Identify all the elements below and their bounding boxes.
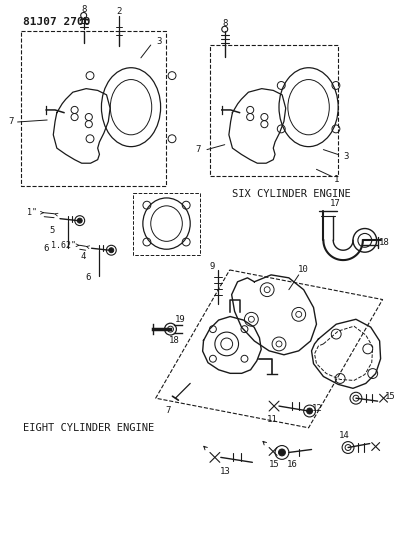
Text: 9: 9	[209, 262, 215, 271]
Text: 1.62": 1.62"	[51, 241, 76, 250]
Text: 12: 12	[312, 403, 323, 413]
Text: 11: 11	[267, 415, 277, 424]
Circle shape	[307, 408, 312, 414]
Text: 8: 8	[222, 19, 227, 28]
Text: 7: 7	[195, 145, 201, 154]
Circle shape	[77, 218, 82, 223]
Text: 2: 2	[116, 7, 122, 16]
Text: 13: 13	[219, 467, 230, 475]
Text: 18: 18	[169, 336, 180, 345]
Text: 15: 15	[269, 460, 279, 469]
Text: 1: 1	[333, 175, 339, 184]
Circle shape	[279, 449, 285, 456]
Text: 14: 14	[339, 431, 349, 440]
Text: 81J07 2700: 81J07 2700	[23, 18, 90, 27]
Text: 3: 3	[343, 152, 349, 161]
Text: 18: 18	[379, 238, 390, 247]
Text: 16: 16	[286, 460, 297, 469]
Text: 10: 10	[298, 265, 309, 274]
Text: 17: 17	[330, 199, 341, 208]
Text: 15: 15	[385, 392, 396, 401]
Text: 4: 4	[81, 252, 86, 261]
Text: 7: 7	[8, 117, 13, 126]
Text: EIGHT CYLINDER ENGINE: EIGHT CYLINDER ENGINE	[23, 423, 154, 433]
Text: 19: 19	[175, 315, 186, 324]
Text: 6: 6	[44, 244, 49, 253]
Text: 1": 1"	[28, 208, 37, 217]
Text: 6: 6	[85, 273, 90, 282]
Circle shape	[109, 248, 114, 253]
Text: 3: 3	[156, 37, 162, 46]
Text: 5: 5	[49, 226, 55, 235]
Text: 7: 7	[166, 406, 171, 415]
Text: SIX CYLINDER ENGINE: SIX CYLINDER ENGINE	[232, 189, 351, 199]
Text: 8: 8	[81, 5, 86, 14]
